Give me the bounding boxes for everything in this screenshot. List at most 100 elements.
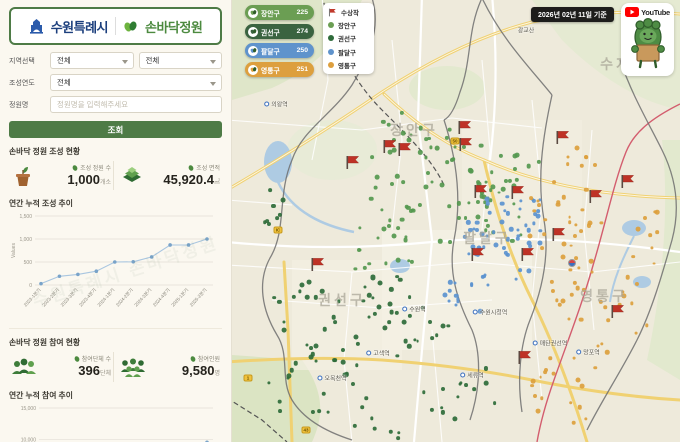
garden-dot-영통구[interactable] [550, 279, 555, 284]
garden-dot-영통구[interactable] [567, 220, 572, 225]
garden-dot-장안구[interactable] [424, 155, 428, 159]
garden-dot-영통구[interactable] [577, 405, 583, 410]
garden-dot-장안구[interactable] [512, 202, 516, 206]
garden-dot-장안구[interactable] [483, 200, 487, 204]
garden-dot-권선구[interactable] [308, 355, 314, 360]
garden-dot-장안구[interactable] [462, 145, 467, 150]
garden-dot-영통구[interactable] [575, 377, 581, 383]
garden-dot-장안구[interactable] [463, 216, 468, 221]
garden-dot-장안구[interactable] [395, 174, 400, 179]
district-badge-장안구[interactable]: 장안구 225 [245, 5, 314, 20]
garden-dot-영통구[interactable] [586, 223, 591, 228]
garden-dot-팔달구[interactable] [524, 223, 528, 227]
garden-dot-팔달구[interactable] [454, 303, 458, 307]
garden-dot-장안구[interactable] [358, 225, 362, 230]
garden-dot-장안구[interactable] [480, 190, 485, 195]
award-flag-marker[interactable] [458, 137, 473, 152]
youtube-card[interactable]: YouTube [621, 3, 674, 76]
garden-dot-영통구[interactable] [556, 200, 560, 204]
garden-dot-장안구[interactable] [514, 152, 520, 158]
garden-dot-권선구[interactable] [267, 188, 272, 192]
garden-dot-권선구[interactable] [320, 288, 325, 294]
garden-dot-영통구[interactable] [548, 356, 553, 361]
garden-dot-장안구[interactable] [536, 159, 541, 164]
garden-dot-팔달구[interactable] [514, 277, 518, 281]
garden-dot-권선구[interactable] [305, 343, 309, 347]
garden-dot-영통구[interactable] [533, 394, 538, 399]
garden-dot-영통구[interactable] [542, 370, 547, 375]
garden-dot-장안구[interactable] [497, 191, 501, 194]
garden-dot-영통구[interactable] [560, 298, 566, 304]
garden-dot-권선구[interactable] [272, 295, 277, 300]
garden-dot-영통구[interactable] [561, 195, 566, 200]
garden-dot-권선구[interactable] [483, 380, 489, 386]
garden-dot-권선구[interactable] [407, 314, 412, 319]
garden-dot-장안구[interactable] [403, 237, 408, 243]
garden-dot-장안구[interactable] [411, 207, 415, 212]
garden-dot-권선구[interactable] [306, 279, 312, 285]
garden-dot-장안구[interactable] [423, 184, 429, 190]
garden-dot-팔달구[interactable] [479, 231, 485, 237]
garden-dot-영통구[interactable] [590, 270, 594, 274]
garden-dot-팔달구[interactable] [468, 227, 473, 232]
garden-dot-팔달구[interactable] [533, 212, 537, 217]
garden-dot-권선구[interactable] [372, 426, 378, 431]
garden-dot-영통구[interactable] [540, 396, 544, 400]
garden-dot-권선구[interactable] [429, 407, 435, 412]
garden-dot-장안구[interactable] [380, 208, 384, 212]
garden-dot-영통구[interactable] [530, 383, 534, 388]
garden-dot-권선구[interactable] [367, 315, 371, 319]
award-flag-marker[interactable] [610, 304, 625, 319]
garden-dot-팔달구[interactable] [493, 242, 499, 248]
garden-dot-권선구[interactable] [441, 387, 446, 392]
garden-dot-권선구[interactable] [387, 320, 392, 325]
garden-dot-권선구[interactable] [350, 382, 355, 387]
garden-dot-권선구[interactable] [416, 339, 419, 343]
garden-dot-영통구[interactable] [635, 226, 641, 232]
garden-dot-장안구[interactable] [484, 180, 488, 184]
garden-dot-영통구[interactable] [579, 163, 584, 169]
garden-dot-권선구[interactable] [298, 289, 302, 293]
garden-dot-영통구[interactable] [580, 208, 585, 212]
garden-dot-팔달구[interactable] [455, 297, 460, 301]
garden-dot-권선구[interactable] [439, 405, 444, 410]
garden-dot-권선구[interactable] [280, 197, 286, 203]
garden-dot-권선구[interactable] [293, 361, 299, 366]
award-flag-marker[interactable] [457, 120, 472, 135]
garden-dot-장안구[interactable] [391, 147, 397, 153]
garden-dot-권선구[interactable] [271, 203, 276, 208]
garden-dot-영통구[interactable] [578, 317, 584, 322]
garden-dot-팔달구[interactable] [526, 268, 532, 274]
garden-dot-팔달구[interactable] [484, 196, 490, 202]
garden-dot-권선구[interactable] [413, 338, 417, 342]
garden-dot-장안구[interactable] [500, 186, 506, 192]
garden-dot-권선구[interactable] [472, 387, 476, 392]
garden-dot-권선구[interactable] [340, 347, 345, 352]
garden-dot-팔달구[interactable] [499, 219, 505, 225]
garden-dot-장안구[interactable] [387, 150, 393, 155]
garden-dot-권선구[interactable] [353, 334, 359, 340]
garden-dot-팔달구[interactable] [469, 281, 474, 286]
garden-dot-권선구[interactable] [361, 299, 365, 303]
garden-dot-장안구[interactable] [381, 119, 386, 124]
garden-dot-장안구[interactable] [447, 127, 453, 133]
garden-dot-장안구[interactable] [429, 145, 433, 149]
garden-dot-권선구[interactable] [483, 366, 488, 371]
garden-dot-영통구[interactable] [655, 230, 660, 234]
garden-dot-영통구[interactable] [588, 259, 594, 264]
garden-dot-권선구[interactable] [376, 304, 382, 310]
garden-dot-장안구[interactable] [418, 203, 423, 208]
garden-dot-팔달구[interactable] [526, 241, 532, 246]
garden-dot-장안구[interactable] [514, 177, 519, 183]
garden-dot-권선구[interactable] [395, 354, 400, 358]
garden-dot-장안구[interactable] [418, 125, 424, 131]
garden-dot-장안구[interactable] [389, 182, 394, 187]
garden-dot-팔달구[interactable] [485, 235, 489, 238]
year-select[interactable]: 전체 [50, 74, 222, 91]
award-flag-marker[interactable] [510, 185, 525, 200]
garden-dot-영통구[interactable] [568, 215, 572, 219]
garden-dot-영통구[interactable] [621, 289, 625, 294]
garden-dot-영통구[interactable] [532, 209, 537, 213]
garden-dot-권선구[interactable] [275, 216, 280, 220]
garden-name-input[interactable]: 정원명을 입력해주세요 [50, 96, 222, 113]
